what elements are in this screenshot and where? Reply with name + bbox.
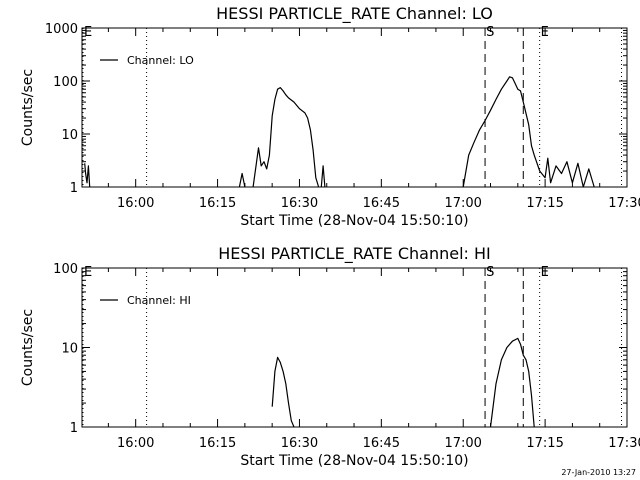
event-marker-label: E <box>541 265 549 280</box>
chart-title: HESSI PARTICLE_RATE Channel: LO <box>216 4 493 24</box>
series-line <box>271 356 295 428</box>
x-tick-label: 16:30 <box>281 196 318 211</box>
chart-panel-1: HESSI PARTICLE_RATE Channel: LO 1 10 100 100… <box>20 4 640 229</box>
y-tick-label: 100 <box>53 75 78 90</box>
x-tick-label: 16:45 <box>363 196 400 211</box>
series-line <box>84 163 91 188</box>
legend-entry: Channel: LO <box>127 54 194 67</box>
x-tick-label: 16:15 <box>199 436 236 451</box>
x-tick-label: 16:00 <box>117 436 154 451</box>
x-tick-label: 17:30 <box>608 196 640 211</box>
x-tick-label: 16:30 <box>281 436 318 451</box>
plot-frame <box>81 267 628 428</box>
x-tick-label: 17:30 <box>608 436 640 451</box>
y-tick-label: 1 <box>70 421 78 436</box>
x-tick-label: 17:15 <box>526 196 563 211</box>
chart-panel-2: HESSI PARTICLE_RATE Channel: HI 1 10 100 16:… <box>20 244 640 469</box>
x-tick-label: 17:00 <box>444 196 481 211</box>
x-axis-label: Start Time (28-Nov-04 15:50:10) <box>240 213 468 229</box>
event-marker-label: E <box>84 265 92 280</box>
y-axis-label: Counts/sec <box>20 69 36 146</box>
y-tick-label: 100 <box>53 262 78 277</box>
series-line <box>462 76 595 188</box>
event-marker-label: S <box>486 25 494 40</box>
event-marker-label: E <box>84 25 92 40</box>
series-line <box>489 337 535 428</box>
x-tick-label: 17:00 <box>444 436 481 451</box>
x-tick-label: 16:15 <box>199 196 236 211</box>
timestamp: 27-Jan-2010 13:27 <box>561 468 636 477</box>
legend-entry: Channel: HI <box>127 294 191 307</box>
y-axis-label: Counts/sec <box>20 309 36 386</box>
x-tick-label: 17:15 <box>526 436 563 451</box>
series-line <box>252 86 320 188</box>
chart-title: HESSI PARTICLE_RATE Channel: HI <box>218 244 491 264</box>
x-axis-label: Start Time (28-Nov-04 15:50:10) <box>240 453 468 469</box>
event-marker-label: E <box>541 25 549 40</box>
y-tick-label: 1 <box>70 181 78 196</box>
x-tick-label: 16:45 <box>363 436 400 451</box>
series-line <box>320 165 326 188</box>
event-marker-label: S <box>486 265 494 280</box>
series-line <box>238 172 246 188</box>
y-tick-label: 1000 <box>45 22 78 37</box>
y-tick-label: 10 <box>61 342 78 357</box>
plot-frame <box>81 27 628 188</box>
y-tick-label: 10 <box>61 128 78 143</box>
x-tick-label: 16:00 <box>117 196 154 211</box>
